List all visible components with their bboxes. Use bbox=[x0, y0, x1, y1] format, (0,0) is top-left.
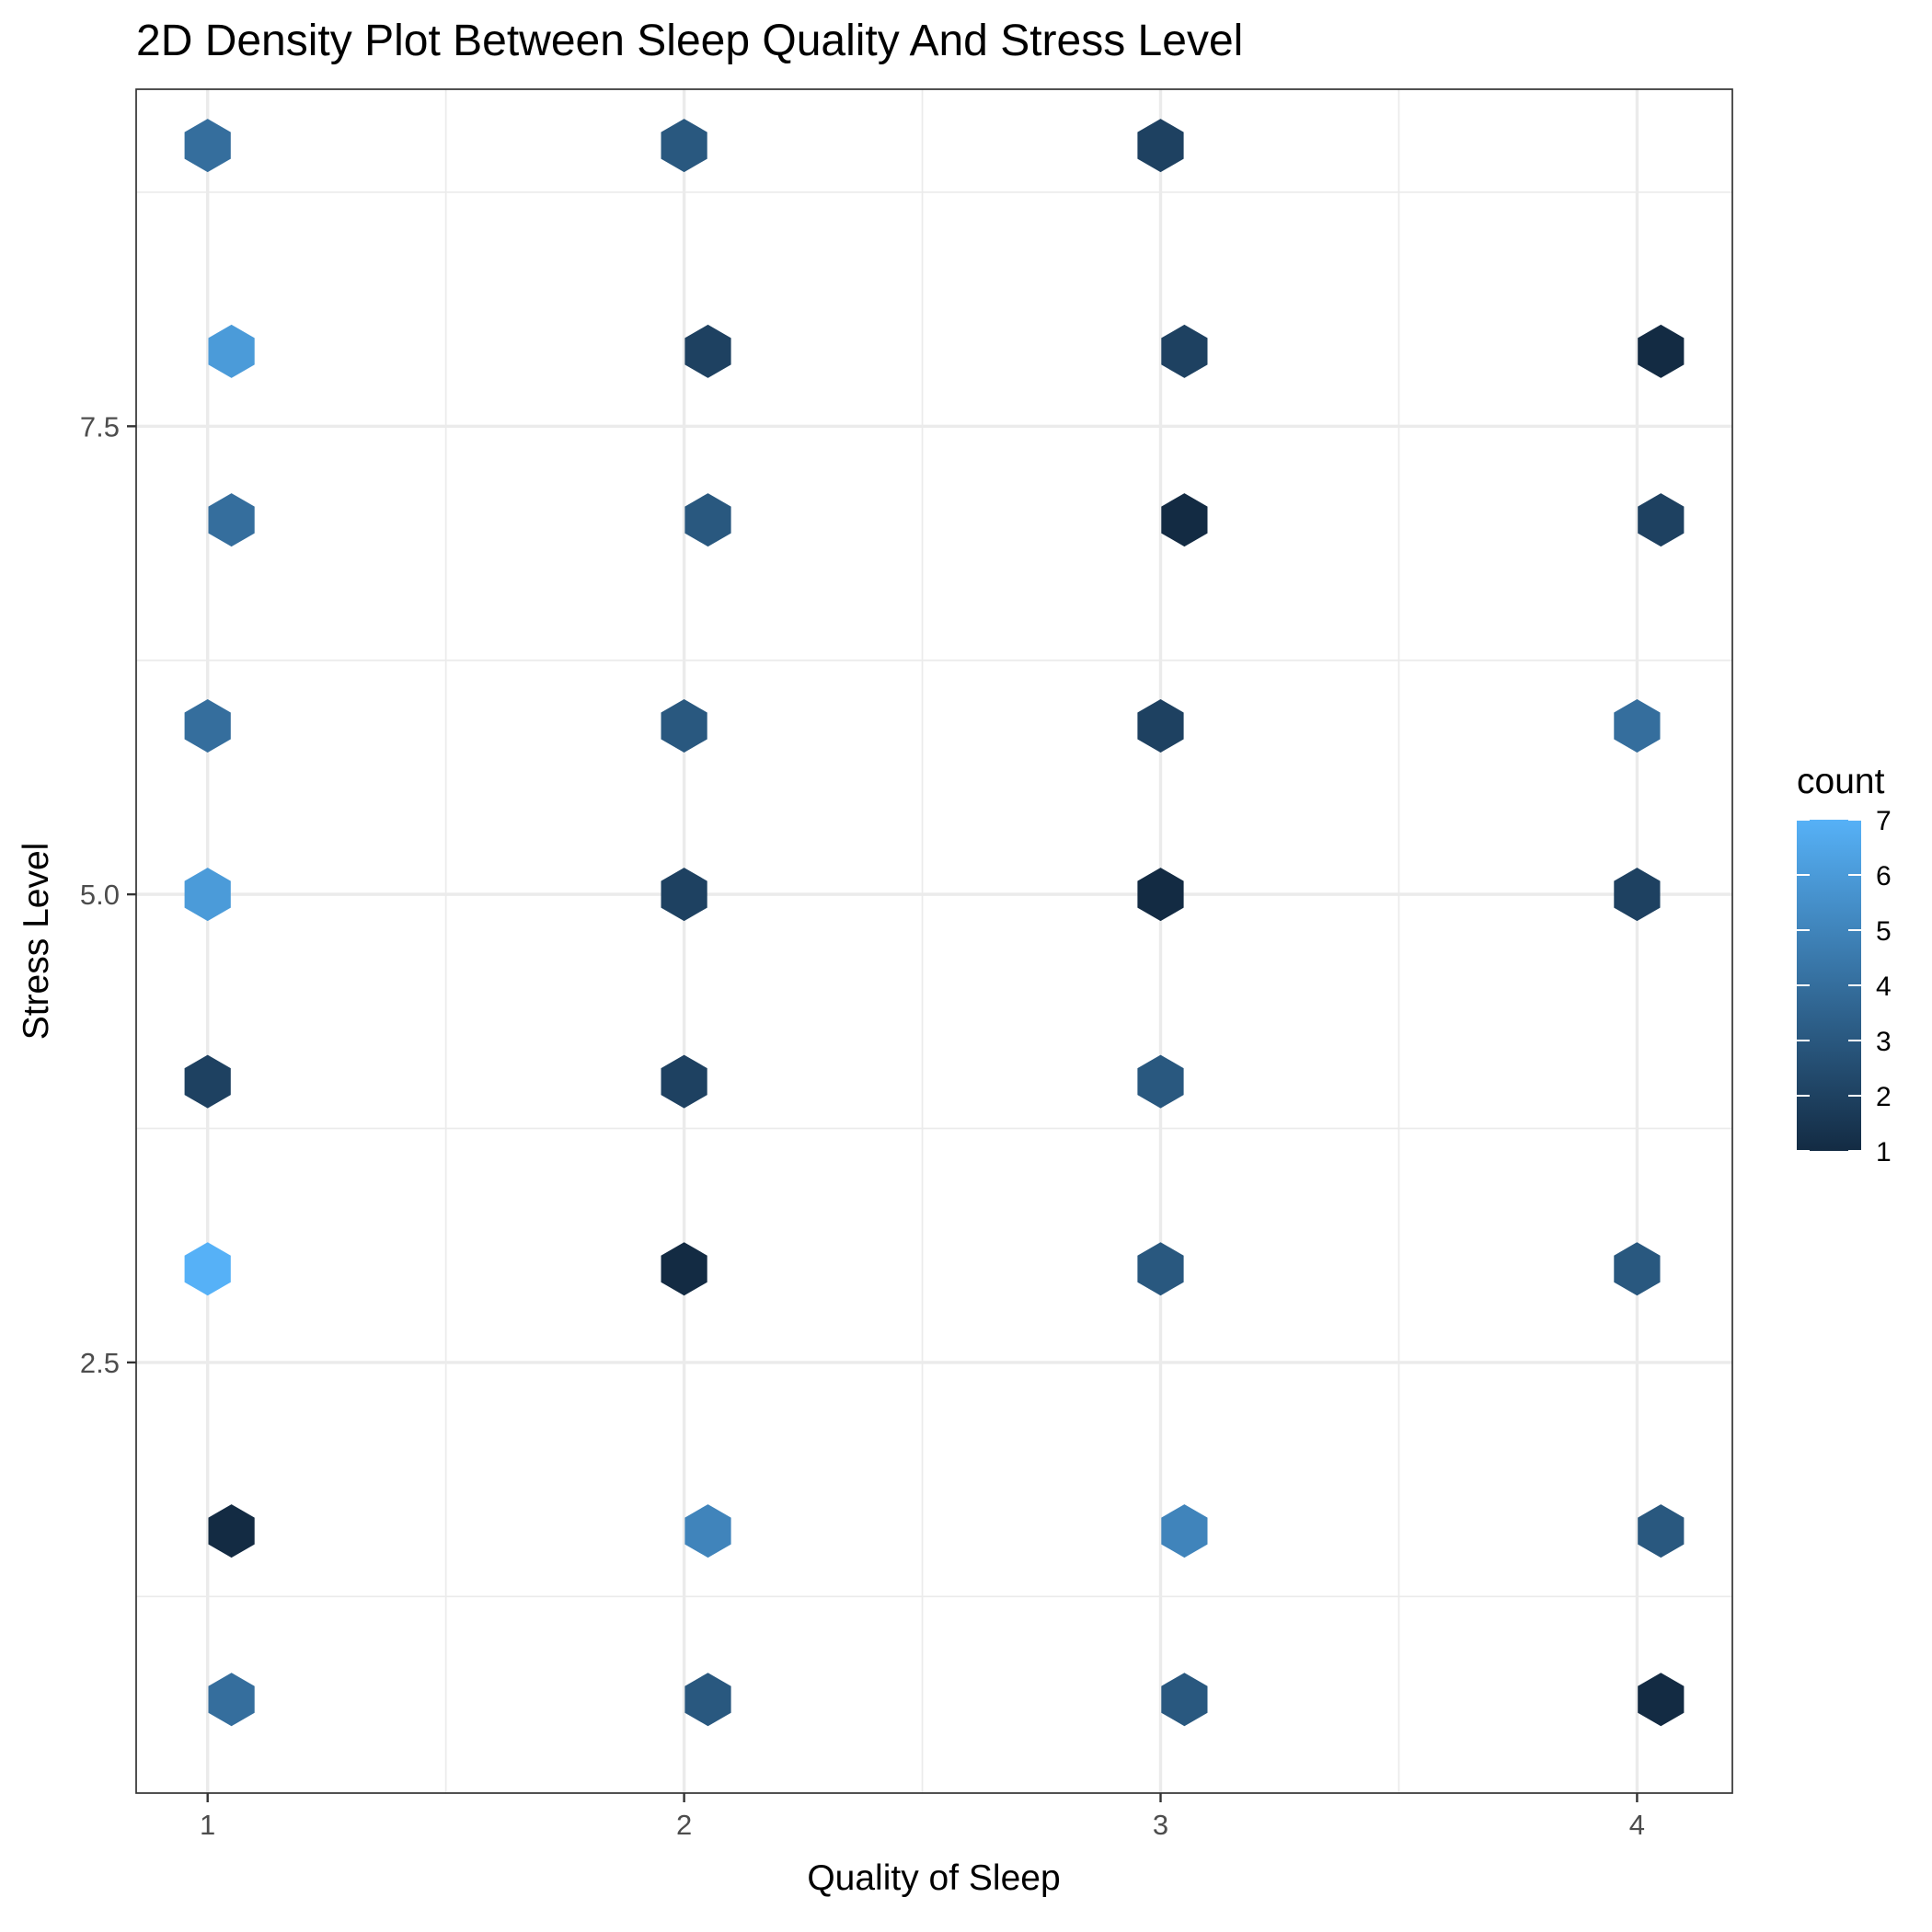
legend-tick-label: 5 bbox=[1876, 916, 1892, 947]
minor-gridlines bbox=[136, 89, 1732, 1793]
x-tick-label: 4 bbox=[1629, 1809, 1645, 1841]
hexbin-cell bbox=[1161, 493, 1208, 547]
y-tick-label: 2.5 bbox=[80, 1347, 120, 1379]
hexbin-cell bbox=[208, 324, 255, 378]
hexbin-cell bbox=[1161, 1673, 1208, 1727]
x-tick-label: 1 bbox=[200, 1809, 215, 1841]
chart-title: 2D Density Plot Between Sleep Quality An… bbox=[136, 17, 1243, 65]
hexbin-cell bbox=[684, 493, 731, 547]
hexbin-cell bbox=[684, 1673, 731, 1727]
x-tick-label: 2 bbox=[676, 1809, 692, 1841]
y-tick-label: 7.5 bbox=[80, 410, 120, 443]
hexbin-cell bbox=[184, 119, 231, 173]
y-axis: 2.5 5.0 7.5 bbox=[80, 410, 136, 1379]
hexbin-cell bbox=[684, 1504, 731, 1558]
x-tick-label: 3 bbox=[1153, 1809, 1168, 1841]
legend-ticks: 1 2 3 4 5 6 7 bbox=[1797, 806, 1892, 1167]
hexbin-cell bbox=[1638, 1504, 1685, 1558]
major-gridlines bbox=[136, 89, 1732, 1793]
y-tick-label: 5.0 bbox=[80, 879, 120, 911]
hexbin-cell bbox=[1137, 868, 1184, 922]
plot-panel bbox=[135, 88, 1733, 1794]
legend-tick-label: 4 bbox=[1876, 972, 1892, 1002]
legend-tick-label: 6 bbox=[1876, 861, 1892, 891]
hexbin-cell bbox=[661, 119, 707, 173]
hexbin-cell bbox=[1638, 1673, 1685, 1727]
legend-tick-label: 2 bbox=[1876, 1082, 1892, 1112]
x-axis-title: Quality of Sleep bbox=[807, 1858, 1060, 1898]
hexbin-cell bbox=[184, 699, 231, 753]
hexbin-cell bbox=[1161, 1504, 1208, 1558]
hexbin-cell bbox=[661, 699, 707, 753]
legend-title: count bbox=[1797, 762, 1885, 801]
hexbin-cell bbox=[661, 868, 707, 922]
hexbin-cell bbox=[1638, 324, 1685, 378]
hexbin-cells bbox=[184, 119, 1685, 1727]
legend-tick-label: 7 bbox=[1876, 806, 1892, 836]
hexbin-cell bbox=[661, 1054, 707, 1109]
hexbin-cell bbox=[1638, 493, 1685, 547]
hexbin-cell bbox=[184, 1242, 231, 1296]
color-legend: count 1 2 3 4 5 6 7 bbox=[1797, 762, 1892, 1167]
hexbin-cell bbox=[684, 324, 731, 378]
hexbin-cell bbox=[1137, 699, 1184, 753]
hexbin-cell bbox=[184, 1054, 231, 1109]
hexbin-cell bbox=[1137, 119, 1184, 173]
panel-border bbox=[135, 88, 1733, 1794]
hexbin-cell bbox=[1137, 1242, 1184, 1296]
hexbin-cell bbox=[1137, 1054, 1184, 1109]
hexbin-cell bbox=[208, 1504, 255, 1558]
hexbin-cell bbox=[1161, 324, 1208, 378]
hexbin-cell bbox=[1614, 699, 1661, 753]
y-axis-title: Stress Level bbox=[17, 843, 56, 1041]
hexbin-cell bbox=[1614, 868, 1661, 922]
hexbin-cell bbox=[1614, 1242, 1661, 1296]
hexbin-cell bbox=[661, 1242, 707, 1296]
legend-tick-label: 1 bbox=[1876, 1137, 1892, 1167]
hexbin-cell bbox=[208, 1673, 255, 1727]
legend-tick-label: 3 bbox=[1876, 1027, 1892, 1057]
hexbin-cell bbox=[208, 493, 255, 547]
hexbin-cell bbox=[184, 868, 231, 922]
x-axis: 1 2 3 4 bbox=[200, 1793, 1645, 1841]
panel-background bbox=[136, 89, 1732, 1793]
